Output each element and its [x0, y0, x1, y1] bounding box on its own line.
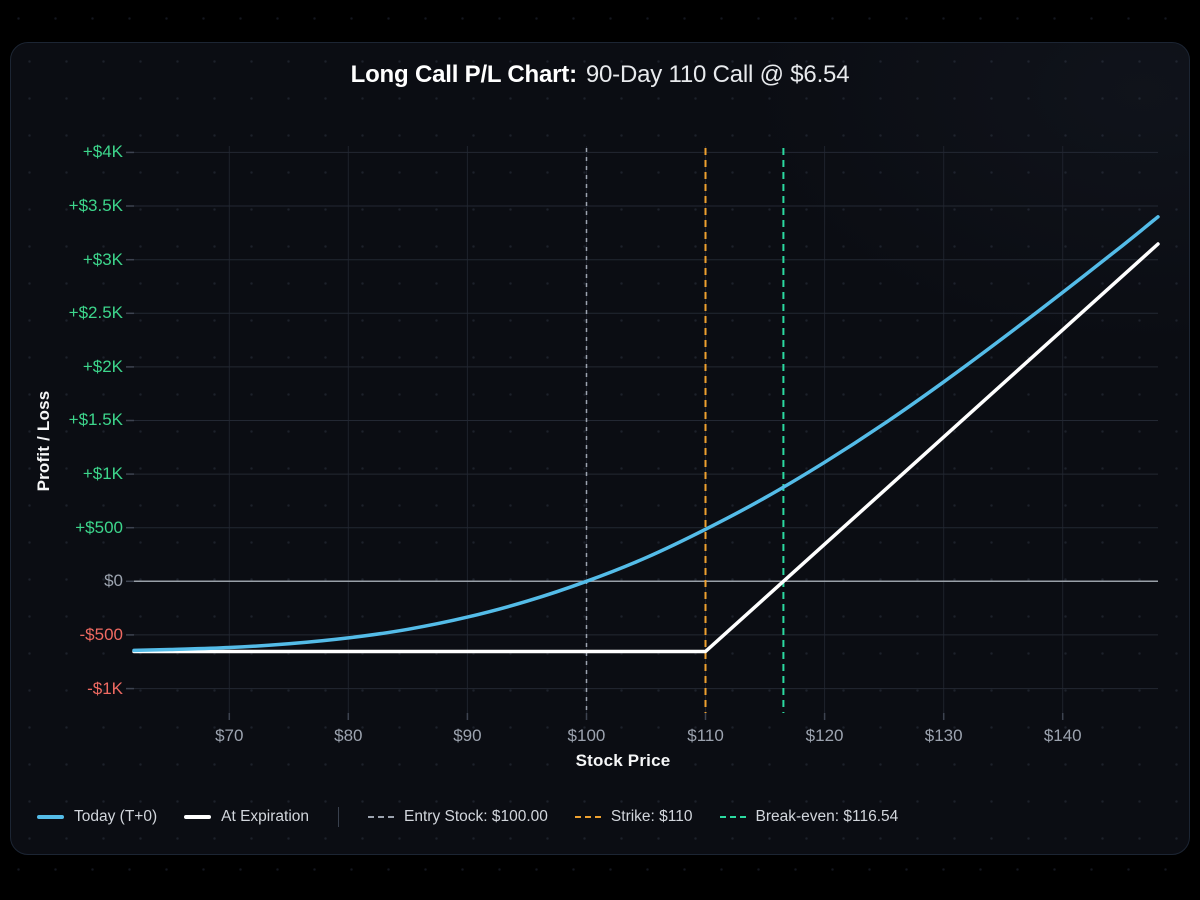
y-tick-label: $0 [104, 571, 123, 591]
x-tick-label: $120 [805, 726, 844, 745]
legend-divider [338, 807, 340, 827]
y-tick-label: +$3.5K [68, 196, 123, 216]
series-today-line [132, 215, 1160, 653]
y-tick-label: +$2.5K [68, 303, 123, 323]
y-tick-label: -$1K [87, 678, 123, 698]
legend-item-entry-stock[interactable]: Entry Stock: $100.00 [368, 808, 548, 826]
chart-title-bold: Long Call P/L Chart: [350, 61, 577, 88]
x-tick-label: $70 [215, 726, 244, 745]
legend: Today (T+0) At Expiration Entry Stock: $10… [37, 804, 898, 830]
y-tick-label: +$2K [82, 356, 123, 376]
legend-swatch-solid-icon [184, 815, 212, 819]
x-tick-label: $110 [687, 726, 724, 745]
legend-swatch-dashed-icon [574, 816, 601, 818]
x-tick-label: $140 [1043, 726, 1082, 745]
chart-title: Long Call P/L Chart: 90-Day 110 Call @ $6… [11, 61, 1189, 89]
y-tick-label: -$500 [79, 624, 123, 644]
legend-label: Break-even: $116.54 [755, 808, 899, 825]
legend-swatch-dashed-icon [719, 816, 746, 818]
x-axis-title: Stock Price [575, 751, 671, 770]
legend-item-strike[interactable]: Strike: $110 [574, 808, 693, 826]
legend-item-expiration[interactable]: At Expiration [184, 808, 309, 826]
legend-swatch-dashed-icon [368, 816, 395, 818]
chart-panel: Long Call P/L Chart: 90-Day 110 Call @ $6… [10, 42, 1190, 855]
legend-label: At Expiration [221, 808, 310, 825]
y-tick-label: +$1K [82, 464, 123, 484]
legend-item-today[interactable]: Today (T+0) [37, 808, 157, 826]
y-tick-label: +$3K [82, 249, 123, 269]
legend-label: Today (T+0) [74, 808, 158, 825]
legend-item-breakeven[interactable]: Break-even: $116.54 [719, 808, 899, 826]
x-tick-label: $100 [567, 726, 606, 745]
y-tick-label: +$1.5K [68, 410, 123, 430]
x-tick-label: $90 [453, 726, 482, 745]
y-tick-label: +$4K [82, 142, 123, 162]
legend-label: Strike: $110 [610, 808, 693, 825]
plot-area [126, 146, 1160, 720]
legend-swatch-solid-icon [37, 815, 64, 819]
x-tick-label: $80 [334, 726, 363, 745]
x-tick-label: $130 [924, 726, 963, 745]
chart-title-detail: 90-Day 110 Call @ $6.54 [585, 61, 850, 88]
series-expiration-line [132, 242, 1160, 654]
y-tick-label: +$500 [75, 517, 123, 537]
legend-label: Entry Stock: $100.00 [404, 808, 548, 825]
